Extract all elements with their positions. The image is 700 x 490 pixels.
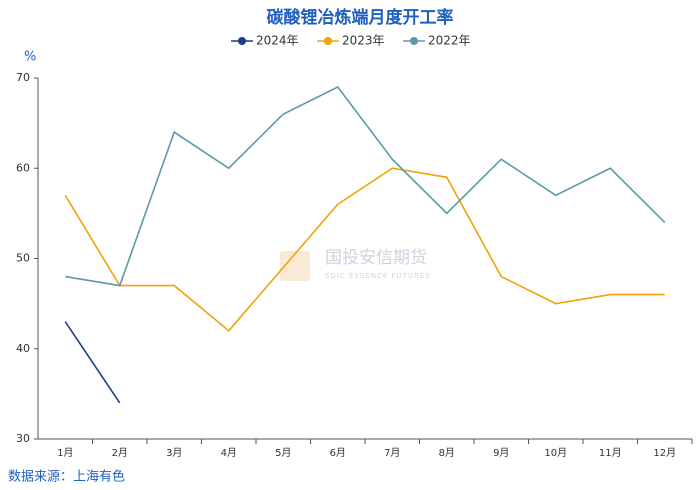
- y-tick-label: 40: [16, 342, 30, 355]
- x-tick-label: 12月: [653, 447, 676, 459]
- y-tick-label: 50: [16, 252, 30, 265]
- watermark-logo: [280, 251, 310, 281]
- x-tick-label: 7月: [384, 447, 400, 459]
- legend-label: 2022年: [428, 34, 471, 48]
- legend-label: 2023年: [342, 34, 385, 48]
- x-tick-label: 10月: [544, 447, 567, 459]
- watermark-sub: SDIC ESSENCE FUTURES: [325, 272, 431, 280]
- watermark: 国投安信期货: [325, 248, 427, 268]
- series-line: [65, 86, 666, 287]
- y-tick-label: 60: [16, 161, 30, 174]
- y-unit: %: [24, 50, 36, 65]
- legend-marker: [238, 37, 246, 45]
- x-tick-label: 9月: [493, 447, 509, 459]
- legend-marker: [410, 37, 418, 45]
- series-line: [64, 167, 665, 332]
- x-tick-label: 2月: [112, 447, 128, 459]
- chart-title: 碳酸锂冶炼端月度开工率: [267, 7, 454, 28]
- series-line: [64, 321, 121, 404]
- x-tick-label: 3月: [166, 447, 182, 459]
- x-tick-label: 5月: [275, 447, 291, 459]
- x-tick-label: 1月: [57, 447, 73, 459]
- x-tick-label: 4月: [221, 447, 237, 459]
- legend-marker: [324, 37, 332, 45]
- y-tick-label: 70: [16, 71, 30, 84]
- source: 数据来源：上海有色: [8, 469, 125, 485]
- legend-label: 2024年: [256, 34, 299, 48]
- x-tick-label: 8月: [439, 447, 455, 459]
- x-tick-label: 6月: [330, 447, 346, 459]
- y-tick-label: 30: [16, 432, 30, 445]
- x-tick-label: 11月: [599, 447, 622, 459]
